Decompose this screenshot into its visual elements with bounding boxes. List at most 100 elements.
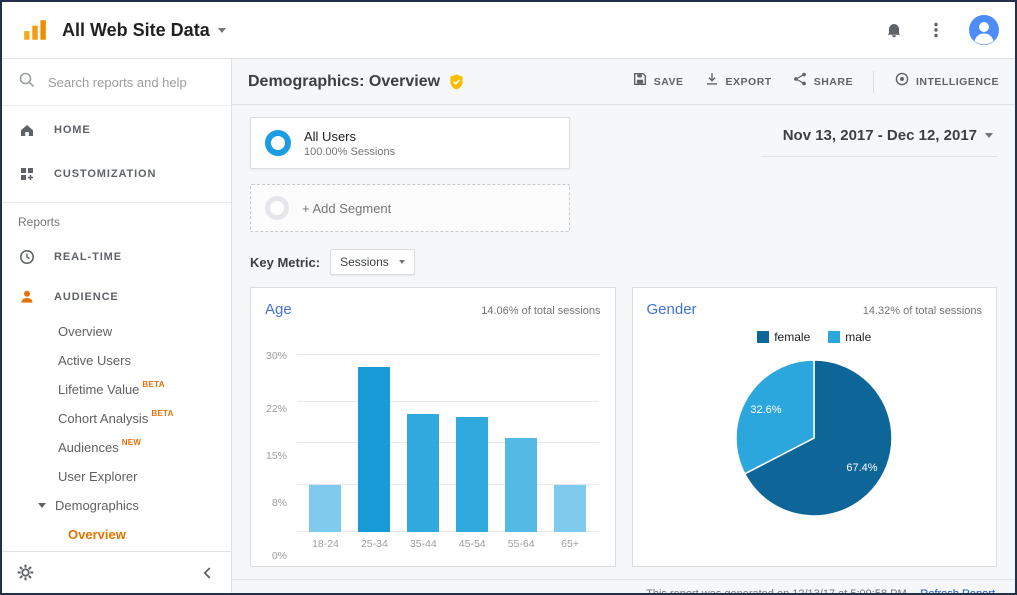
sub-item-label: Demographics [55, 498, 139, 513]
age-y-tick-label: 15% [265, 450, 287, 462]
age-bar-18-24[interactable] [309, 484, 342, 532]
gender-slice-label: 67.4% [847, 462, 878, 474]
sidebar-item-demographics[interactable]: Demographics [2, 491, 231, 520]
analytics-logo-icon[interactable] [22, 17, 48, 43]
gender-card-header: Gender 14.32% of total sessions [633, 288, 997, 322]
gender-chart-body: female male 67.4% 32.6% [633, 322, 997, 566]
legend-item-female[interactable]: female [757, 330, 810, 344]
age-bar-35-44[interactable] [407, 413, 440, 532]
age-gridline [297, 531, 599, 532]
sub-item-label: Audiences [58, 440, 119, 455]
age-plot-area [297, 346, 599, 532]
gender-slice-female[interactable] [743, 359, 893, 517]
age-bar-chart: 0% 8% 15% 22% 30% 18-24 25-34 35-44 45-54 55-64 6… [251, 322, 615, 566]
search-input[interactable] [48, 74, 224, 90]
avatar[interactable] [969, 15, 999, 45]
action-label: SAVE [653, 75, 684, 88]
gender-slice-label: 32.6% [751, 404, 782, 416]
legend-swatch [757, 331, 770, 343]
save-button[interactable]: SAVE [632, 71, 684, 92]
save-icon [632, 71, 648, 92]
body-row: HOME CUSTOMIZATION Reports REAL-TIME [2, 59, 1015, 593]
age-bar-cell [448, 346, 497, 532]
sidebar-item-label: REAL-TIME [54, 251, 122, 263]
download-icon [704, 71, 720, 92]
legend-label: female [774, 330, 811, 344]
verified-shield-icon [449, 74, 464, 90]
legend-item-male[interactable]: male [828, 330, 871, 344]
export-button[interactable]: EXPORT [704, 71, 772, 92]
age-y-axis: 0% 8% 15% 22% 30% [255, 346, 297, 562]
main-content: Demographics: Overview SAVE [232, 59, 1015, 593]
sidebar-search[interactable] [2, 59, 231, 106]
beta-badge: BETA [151, 409, 174, 418]
beta-badge: BETA [142, 380, 165, 389]
intelligence-icon [894, 71, 910, 92]
settings-gear-button[interactable] [16, 563, 35, 582]
sidebar-item-cohort-analysis[interactable]: Cohort Analysis BETA [2, 404, 231, 433]
age-y-tick-label: 22% [265, 403, 287, 416]
age-x-tick-label: 45-54 [458, 538, 486, 550]
notifications-button[interactable] [885, 21, 903, 39]
age-bar-65+[interactable] [554, 484, 587, 532]
gender-card-title[interactable]: Gender [646, 301, 697, 318]
age-card-header: Age 14.06% of total sessions [251, 288, 615, 322]
sub-item-label: Overview [58, 324, 113, 339]
gender-card-subtitle: 14.32% of total sessions [862, 305, 982, 317]
age-y-tick-label: 30% [265, 350, 287, 362]
age-bar-25-34[interactable] [358, 366, 391, 532]
date-range-picker[interactable]: Nov 13, 2017 - Dec 12, 2017 [761, 117, 997, 157]
segment-all-users[interactable]: All Users 100.00% Sessions [250, 117, 570, 169]
add-segment-button[interactable]: + Add Segment [250, 184, 570, 232]
sidebar-item-audience-overview[interactable]: Overview [2, 317, 231, 346]
page-title: Demographics: Overview [248, 72, 441, 90]
report-actions: SAVE EXPORT SHARE [632, 70, 999, 93]
intelligence-button[interactable]: INTELLIGENCE [894, 71, 999, 92]
gender-card: Gender 14.32% of total sessions female ma… [631, 287, 997, 567]
age-gridline [297, 483, 599, 485]
age-gridline [297, 401, 599, 403]
search-icon [18, 71, 48, 94]
cards-row: Age 14.06% of total sessions 0% 8% 15% 22% 3… [250, 287, 997, 567]
divider [872, 70, 874, 93]
refresh-report-link[interactable]: Refresh Report [920, 588, 995, 593]
segment-detail: 100.00% Sessions [304, 145, 396, 158]
sidebar-item-demographics-overview[interactable]: Overview [2, 520, 231, 549]
age-bar-cell [350, 346, 399, 532]
age-y-tick-label: 8% [271, 496, 287, 509]
sidebar-item-customization[interactable]: CUSTOMIZATION [2, 152, 231, 196]
key-metric-select[interactable]: Sessions [330, 249, 415, 275]
sidebar-footer [2, 551, 231, 593]
account-switcher[interactable]: All Web Site Data [62, 20, 226, 41]
age-bar-55-64[interactable] [505, 437, 538, 532]
sidebar-item-audiences[interactable]: Audiences NEW [2, 433, 231, 462]
age-x-tick-label: 55-64 [507, 538, 535, 550]
sidebar-item-lifetime-value[interactable]: Lifetime Value BETA [2, 375, 231, 404]
more-menu-button[interactable] [927, 21, 945, 39]
gender-legend: female male [757, 330, 871, 344]
sidebar-item-user-explorer[interactable]: User Explorer [2, 462, 231, 491]
segments-row: All Users 100.00% Sessions + Add Segment… [250, 117, 997, 247]
age-bar-cell [301, 346, 350, 532]
age-bar-45-54[interactable] [456, 416, 489, 532]
age-bar-cell [399, 346, 448, 532]
age-y-tick-label: 0% [271, 550, 287, 562]
sidebar-item-realtime[interactable]: REAL-TIME [2, 237, 231, 277]
share-icon [792, 71, 808, 92]
gender-slice-male[interactable] [735, 359, 815, 475]
segment-ring-icon [265, 130, 291, 156]
report-footer: This report was generated on 12/13/17 at… [232, 579, 1015, 593]
sidebar-nav: HOME CUSTOMIZATION Reports REAL-TIME [2, 106, 231, 551]
sidebar-item-audience[interactable]: AUDIENCE [2, 277, 231, 317]
age-gridline [297, 353, 599, 355]
sidebar-item-active-users[interactable]: Active Users [2, 346, 231, 375]
age-card-title[interactable]: Age [265, 301, 292, 318]
date-range-text: Nov 13, 2017 - Dec 12, 2017 [782, 127, 977, 144]
age-x-axis: 18-24 25-34 35-44 45-54 55-64 65+ [297, 532, 599, 556]
home-icon [18, 121, 36, 139]
sidebar-item-home[interactable]: HOME [2, 108, 231, 152]
collapse-sidebar-button[interactable] [199, 564, 217, 582]
segment-title: All Users [304, 128, 357, 144]
share-button[interactable]: SHARE [792, 71, 853, 92]
